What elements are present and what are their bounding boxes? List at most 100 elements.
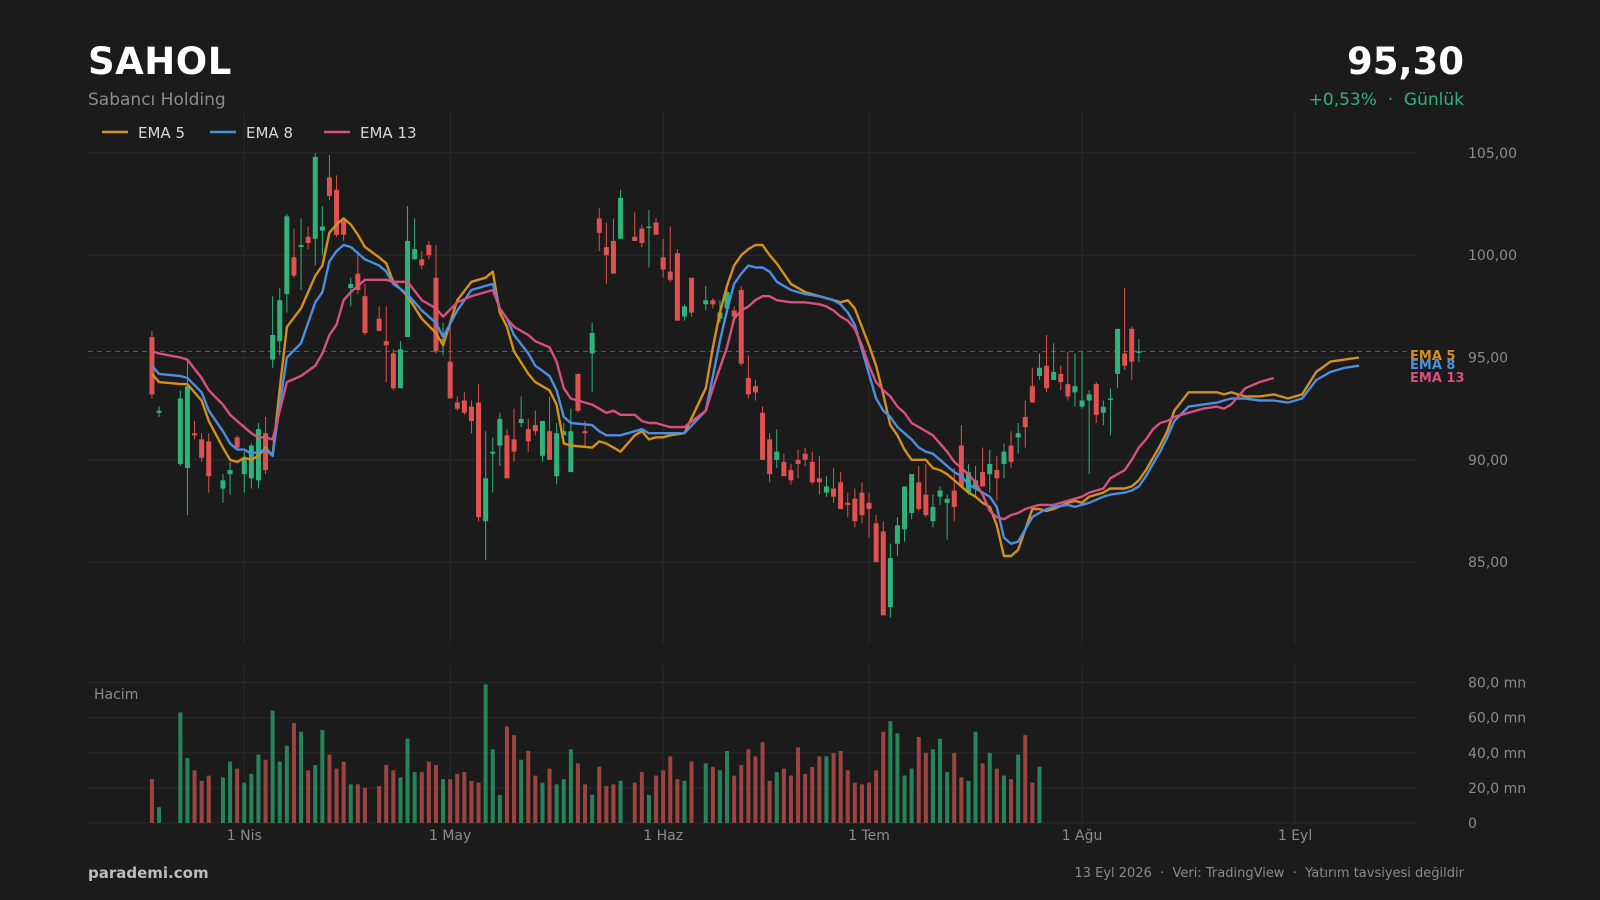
candle-body	[227, 470, 233, 475]
footer-disclaimer: Yatırım tavsiyesi değildir	[1305, 866, 1464, 881]
volume-bar	[526, 751, 531, 823]
volume-bar	[781, 768, 786, 823]
volume-bar	[448, 779, 453, 823]
candle-body	[653, 222, 659, 235]
ticker-symbol: SAHOL	[88, 40, 232, 83]
candle-body	[561, 431, 567, 436]
candle-body	[1022, 416, 1028, 428]
ema-line-3	[151, 278, 1275, 521]
candle-body	[1029, 386, 1035, 403]
candle-body	[1015, 433, 1021, 438]
volume-bar	[426, 761, 431, 823]
candle-body	[887, 558, 893, 608]
candle-body	[710, 300, 716, 305]
volume-bar	[994, 768, 999, 823]
candle-body	[582, 431, 588, 434]
candle-body	[1072, 386, 1078, 393]
volume-bar	[810, 766, 815, 823]
volume-bar	[646, 794, 651, 823]
footer-separator: ·	[1292, 866, 1297, 881]
volume-bar	[767, 780, 772, 823]
volume-bar	[973, 731, 978, 823]
price-axis-tick-label: 105,00	[1468, 146, 1517, 162]
candle-body	[745, 378, 751, 395]
volume-bar	[405, 738, 410, 823]
candle-body	[206, 441, 212, 477]
candle-body	[909, 474, 915, 514]
volume-bar	[1023, 735, 1028, 823]
ema-end-label: EMA 13	[1410, 371, 1465, 386]
volume-bar	[987, 752, 992, 823]
candle-body	[916, 482, 922, 509]
candle-body	[390, 353, 396, 389]
price-axis-tick-label: 90,00	[1468, 453, 1508, 469]
volume-bar	[192, 770, 197, 823]
volume-bar	[930, 749, 935, 823]
candle-body	[1122, 353, 1128, 366]
candle-body	[532, 425, 538, 432]
candle-body	[461, 400, 467, 413]
volume-bar	[462, 772, 467, 823]
candle-body	[603, 247, 609, 256]
price-axis-tick-label: 95,00	[1468, 351, 1508, 367]
candle-body	[220, 480, 226, 489]
candle-body	[788, 470, 794, 481]
volume-bar	[256, 754, 261, 823]
volume-bar	[597, 766, 602, 823]
volume-bar	[384, 765, 389, 823]
volume-bar	[888, 721, 893, 823]
volume-bar	[881, 731, 886, 823]
candle-body	[397, 349, 403, 389]
change-percent: +0,53%	[1308, 90, 1377, 110]
candle-body	[589, 332, 595, 354]
candle-body	[681, 306, 687, 317]
volume-bar	[824, 756, 829, 823]
volume-bar	[391, 770, 396, 823]
candle-body	[937, 490, 943, 497]
candle-body	[852, 498, 858, 522]
volume-bar	[803, 773, 808, 823]
volume-bar	[746, 749, 751, 823]
volume-bar	[923, 752, 928, 823]
volume-bar	[611, 784, 616, 823]
site-logo[interactable]: parademi.com	[88, 864, 209, 882]
candle-body	[980, 472, 986, 487]
volume-bar	[206, 775, 211, 823]
x-axis-tick-label: 1 May	[429, 828, 471, 844]
candle-body	[412, 249, 418, 260]
candle-body	[1107, 398, 1113, 400]
candle-body	[795, 459, 801, 464]
candle-body	[525, 429, 531, 442]
volume-bar	[966, 780, 971, 823]
footer-separator: ·	[1160, 866, 1165, 881]
last-price: 95,30	[1346, 40, 1464, 83]
volume-bar	[341, 761, 346, 823]
candle-body	[1129, 328, 1135, 362]
volume-bar	[313, 765, 318, 823]
candle-body	[419, 259, 425, 266]
volume-bar	[938, 738, 943, 823]
volume-bar	[753, 756, 758, 823]
volume-bar	[561, 779, 566, 823]
volume-bar	[682, 780, 687, 823]
period-label: Günlük	[1403, 90, 1464, 110]
volume-bar	[760, 742, 765, 823]
volume-bar	[1037, 766, 1042, 823]
volume-bar	[710, 766, 715, 823]
volume-bar	[916, 736, 921, 823]
candle-body	[539, 420, 545, 456]
candle-body	[305, 236, 311, 243]
volume-bar	[796, 747, 801, 823]
candle-body	[1136, 351, 1142, 353]
volume-bar	[263, 759, 268, 823]
volume-bar	[377, 786, 382, 823]
candle-body	[724, 292, 730, 309]
footer-meta: 13 Eyl 2026 · Veri: TradingView · Yatırı…	[1074, 866, 1464, 881]
candle-body	[319, 226, 325, 231]
price-axis-tick-label: 85,00	[1468, 555, 1508, 571]
candle-body	[341, 220, 347, 235]
candle-body	[447, 361, 453, 399]
footer-date: 13 Eyl 2026	[1074, 866, 1152, 881]
volume-bar	[845, 770, 850, 823]
